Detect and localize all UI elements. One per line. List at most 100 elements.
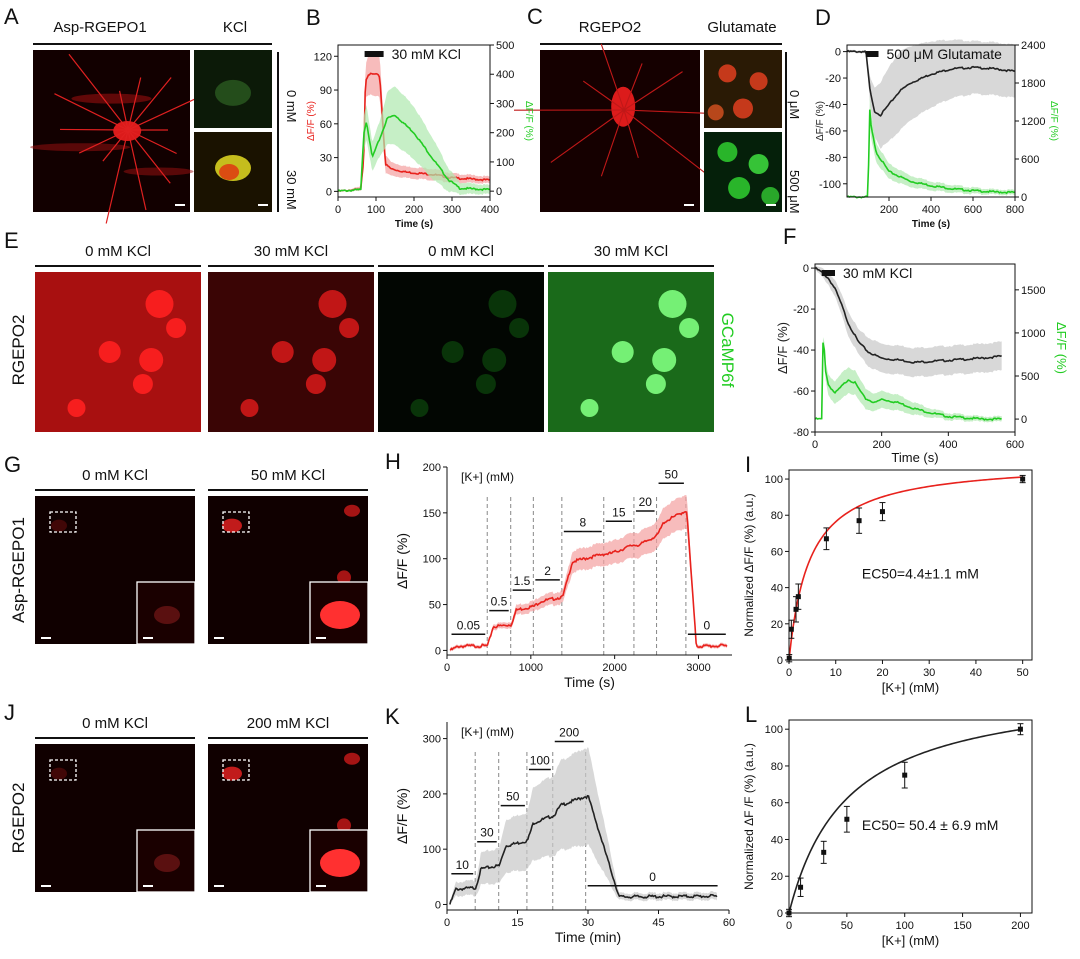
x-tick-label: 200 — [872, 439, 890, 451]
cell-blob — [611, 341, 634, 363]
panel-c-inset-500 — [704, 132, 782, 212]
panel-e-image — [208, 272, 374, 432]
neurite — [59, 128, 129, 131]
chart-L: 0 50 100 150 200 0 20 40 60 80 100 EC50= 50.4 ± 6.9… — [742, 719, 1033, 948]
panel-e-image — [378, 272, 544, 432]
plot-frame — [788, 469, 1033, 661]
neurite — [105, 129, 129, 224]
y-tick-label: 200 — [496, 128, 514, 140]
y-axis-label: ΔF/F (%) — [394, 788, 410, 844]
y-tick-label: 400 — [496, 69, 514, 81]
concentration-label: [K+] (mM) — [461, 725, 514, 739]
panel-letter: I — [745, 452, 751, 477]
roi-box — [222, 511, 250, 533]
step-label: 0.5 — [491, 595, 508, 609]
roi-box — [49, 511, 77, 533]
series-K-line — [449, 794, 718, 905]
neurite — [623, 71, 683, 111]
data-point — [795, 594, 801, 600]
y-tick-label: 60 — [771, 798, 783, 810]
panel-title: 0 mM KCl — [82, 467, 148, 484]
data-point — [798, 884, 804, 890]
series-F-1-line — [814, 342, 1002, 422]
cell-blob — [271, 341, 294, 363]
x-axis-label: Time (min) — [555, 929, 621, 945]
cell-blob — [707, 104, 724, 121]
panel-c-cond-500: 500 μM — [787, 170, 802, 214]
x-tick-label: 400 — [922, 204, 940, 216]
neurite — [623, 109, 714, 115]
neurite — [582, 80, 625, 111]
step-label: 30 — [480, 826, 494, 840]
y-tick-label: 40 — [771, 834, 783, 846]
y-tick-label: 30 — [320, 153, 332, 165]
panel-letter: G — [4, 452, 21, 477]
cell-blob — [645, 374, 666, 394]
cell-blob — [71, 93, 152, 104]
cell-blob — [318, 290, 347, 318]
cell-blob — [51, 519, 67, 532]
cell-blob — [410, 399, 429, 417]
cell-blob — [219, 164, 240, 180]
x-tick-label: 30 — [923, 667, 935, 679]
neurite — [600, 109, 625, 177]
roi-box — [222, 759, 250, 781]
panel-letter: J — [4, 700, 15, 725]
y-tick-label: -20 — [825, 73, 841, 85]
y-tick-label: 600 — [1021, 154, 1039, 166]
cell-blob — [30, 143, 131, 152]
x-tick-label: 0 — [444, 662, 450, 674]
stimulus-bar — [821, 270, 835, 276]
series-B-0-line — [337, 72, 491, 193]
cell-blob — [337, 570, 351, 585]
y-tick-label: 20 — [771, 871, 783, 883]
panel-image — [208, 744, 369, 893]
neurite — [127, 129, 171, 184]
series-K-band — [449, 747, 717, 906]
series-H-band — [450, 495, 727, 653]
cell-blob — [728, 177, 751, 199]
panel-a-inset-30 — [194, 132, 272, 212]
panel-letter: A — [4, 4, 19, 29]
data-point — [902, 772, 908, 778]
y-tick-label: 100 — [423, 844, 441, 856]
panel-e-right-label: GCaMP6f — [718, 313, 737, 388]
zoom-cell — [320, 601, 360, 629]
y-axis-label-left: ΔF/F (%) — [815, 101, 826, 141]
stimulus-bar — [364, 51, 384, 57]
fit-curve — [788, 728, 1021, 914]
x-tick-label: 1000 — [519, 662, 543, 674]
data-point — [821, 849, 827, 855]
step-label: 1.5 — [514, 574, 531, 588]
stimulus-bar — [865, 51, 879, 57]
x-tick-label: 50 — [1017, 667, 1029, 679]
x-axis-label: [K+] (mM) — [882, 933, 939, 948]
x-tick-label: 200 — [405, 204, 423, 216]
y-tick-label: -60 — [793, 386, 809, 398]
y-tick-label: 0 — [326, 186, 332, 198]
panel-e-image — [548, 272, 714, 432]
panel-letter: E — [4, 228, 19, 253]
step-label: 0 — [649, 870, 656, 884]
neurite — [623, 109, 712, 178]
neurite — [127, 95, 203, 131]
data-point — [1017, 726, 1023, 732]
panel-c-image-bg — [540, 50, 700, 212]
x-tick-label: 400 — [481, 204, 499, 216]
cell-blob — [441, 341, 464, 363]
zoom-cell — [320, 849, 360, 877]
panel-letter: B — [306, 5, 321, 30]
y-tick-label: 40 — [771, 583, 783, 595]
y-tick-label: 60 — [320, 119, 332, 131]
y-tick-label: 50 — [429, 600, 441, 612]
panel-title: 50 mM KCl — [251, 467, 325, 484]
series-B-1-line — [337, 114, 491, 193]
panel-letter: H — [385, 449, 401, 474]
panel-e-image — [35, 272, 201, 432]
y-tick-label: 500 — [496, 40, 514, 52]
step-label: 8 — [579, 516, 586, 530]
y-tick-label: 0 — [835, 47, 841, 59]
y-axis-label-right: ΔF/F (%) — [523, 101, 534, 141]
y-tick-label: -20 — [793, 304, 809, 316]
step-label: 2 — [544, 564, 551, 578]
